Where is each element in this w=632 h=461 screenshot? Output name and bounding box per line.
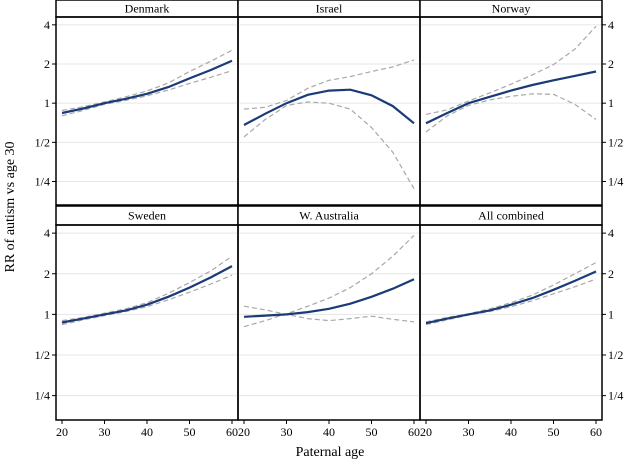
y-tick-label-right-4: 4 — [608, 18, 614, 32]
x-tick-label-sweden-30: 30 — [99, 425, 111, 439]
frame-denmark — [55, 16, 239, 206]
estimate-line-denmark — [61, 59, 233, 115]
frame-norway — [419, 16, 603, 206]
ci-lower-israel — [243, 101, 415, 190]
y-tick-label-right-1: 1 — [608, 96, 614, 110]
y-tick-label-left-1: 1 — [44, 307, 50, 321]
frame-w-australia — [237, 224, 421, 421]
y-tick-label-right-1-2: 1/2 — [608, 135, 623, 149]
y-tick-label-right-1-2: 1/2 — [608, 348, 623, 362]
estimate-line-all-combined — [425, 270, 597, 325]
x-tick-label-sweden-20: 20 — [56, 425, 68, 439]
y-tick-label-left-1-4: 1/4 — [35, 389, 50, 403]
estimate-line-w-australia — [243, 278, 415, 318]
ci-upper-all-combined — [425, 262, 597, 323]
estimate-line-norway — [425, 70, 597, 125]
x-tick-label-all-combined-50: 50 — [548, 425, 560, 439]
panel-denmark: Denmark 4 2 1 1/2 1/4 — [35, 0, 239, 206]
ci-upper-denmark — [61, 49, 233, 111]
x-tick-label-w-australia-60: 60 — [408, 425, 420, 439]
x-tick-label-w-australia-40: 40 — [323, 425, 335, 439]
x-tick-label-w-australia-20: 20 — [238, 425, 250, 439]
y-tick-label-right-2: 2 — [608, 57, 614, 71]
x-tick-label-all-combined-20: 20 — [420, 425, 432, 439]
y-tick-label-left-4: 4 — [44, 18, 50, 32]
y-tick-label-right-4: 4 — [608, 226, 614, 240]
strip-label-israel: Israel — [316, 2, 343, 16]
ci-upper-israel — [243, 59, 415, 110]
y-tick-label-left-1-4: 1/4 — [35, 175, 50, 189]
y-axis-title: RR of autism vs age 30 — [3, 141, 18, 272]
strip-label-sweden: Sweden — [128, 209, 166, 223]
y-tick-label-left-1-2: 1/2 — [35, 348, 50, 362]
y-tick-label-left-2: 2 — [44, 267, 50, 281]
ci-lower-all-combined — [425, 278, 597, 326]
y-tick-label-left-1-2: 1/2 — [35, 135, 50, 149]
ci-lower-denmark — [61, 70, 233, 117]
x-tick-label-all-combined-60: 60 — [590, 425, 602, 439]
x-tick-label-sweden-40: 40 — [141, 425, 153, 439]
frame-israel — [237, 16, 421, 206]
strip-label-denmark: Denmark — [125, 2, 170, 16]
x-tick-label-w-australia-30: 30 — [281, 425, 293, 439]
x-tick-label-all-combined-40: 40 — [505, 425, 517, 439]
ci-lower-sweden — [61, 274, 233, 326]
y-tick-label-right-1-4: 1/4 — [608, 175, 623, 189]
strip-label-all-combined: All combined — [478, 209, 544, 223]
panel-all-combined: All combined 4 2 1 1/2 1/4 20 30 40 50 60 — [419, 205, 623, 439]
ci-upper-sweden — [61, 255, 233, 322]
ci-upper-w-australia — [243, 234, 415, 328]
x-tick-label-w-australia-50: 50 — [366, 425, 378, 439]
y-tick-label-left-4: 4 — [44, 226, 50, 240]
y-tick-label-left-1: 1 — [44, 96, 50, 110]
y-tick-label-left-2: 2 — [44, 57, 50, 71]
y-tick-label-right-1-4: 1/4 — [608, 389, 623, 403]
frame-sweden — [55, 224, 239, 421]
ci-lower-norway — [425, 93, 597, 133]
panel-norway: Norway 4 2 1 1/2 1/4 — [419, 0, 623, 206]
panel-sweden: Sweden 4 2 1 1/2 1/4 20 30 40 50 60 — [35, 205, 239, 439]
y-tick-label-right-2: 2 — [608, 267, 614, 281]
frame-all-combined — [419, 224, 603, 421]
estimate-line-israel — [243, 88, 415, 126]
x-tick-label-sweden-50: 50 — [184, 425, 196, 439]
x-tick-label-all-combined-30: 30 — [463, 425, 475, 439]
panel-israel: Israel — [237, 0, 421, 206]
ci-lower-w-australia — [243, 305, 415, 323]
ci-upper-norway — [425, 25, 597, 115]
x-axis-title: Paternal age — [296, 445, 365, 460]
y-tick-label-right-1: 1 — [608, 307, 614, 321]
panel-w-australia: W. Australia 20 30 40 50 60 — [237, 205, 421, 439]
x-tick-label-sweden-60: 60 — [226, 425, 238, 439]
strip-label-w-australia: W. Australia — [299, 209, 359, 223]
strip-label-norway: Norway — [492, 2, 531, 16]
estimate-line-sweden — [61, 265, 233, 324]
